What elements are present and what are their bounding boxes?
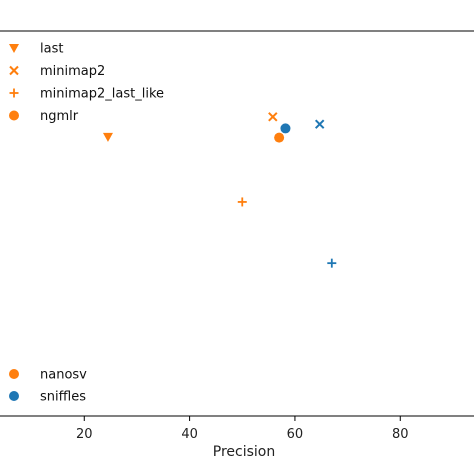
legend-callers: nanosv sniffles bbox=[9, 368, 87, 405]
data-points bbox=[102, 112, 337, 268]
legend-label: minimap2_last_like bbox=[40, 87, 164, 102]
legend-marker-last bbox=[9, 44, 19, 53]
x-tick-label: 60 bbox=[287, 427, 304, 442]
plot-axes bbox=[0, 30, 474, 417]
legend-label: minimap2 bbox=[40, 64, 105, 79]
legend-caller-nanosv bbox=[9, 369, 19, 379]
legend-marker-minimap2 bbox=[9, 65, 19, 76]
data-point bbox=[280, 123, 291, 134]
legend-marker-ngmlr bbox=[9, 110, 19, 121]
legend-marker-minimap2_last_like bbox=[9, 88, 19, 98]
data-point bbox=[268, 112, 278, 122]
data-point bbox=[237, 197, 247, 207]
legend-label: last bbox=[40, 42, 63, 57]
data-point bbox=[314, 119, 325, 129]
x-tick-label: 80 bbox=[392, 427, 409, 442]
x-axis-label: Precision bbox=[213, 444, 275, 460]
data-point bbox=[102, 132, 113, 142]
data-point bbox=[327, 258, 337, 268]
legend-label: sniffles bbox=[40, 390, 86, 405]
x-ticks: 20 40 60 80 bbox=[76, 416, 409, 442]
x-tick-label: 40 bbox=[181, 427, 198, 442]
legend-label: nanosv bbox=[40, 368, 87, 383]
data-point bbox=[274, 132, 285, 143]
legend-caller-sniffles bbox=[9, 391, 19, 401]
x-tick-label: 20 bbox=[76, 427, 93, 442]
legend-label: ngmlr bbox=[40, 109, 79, 124]
